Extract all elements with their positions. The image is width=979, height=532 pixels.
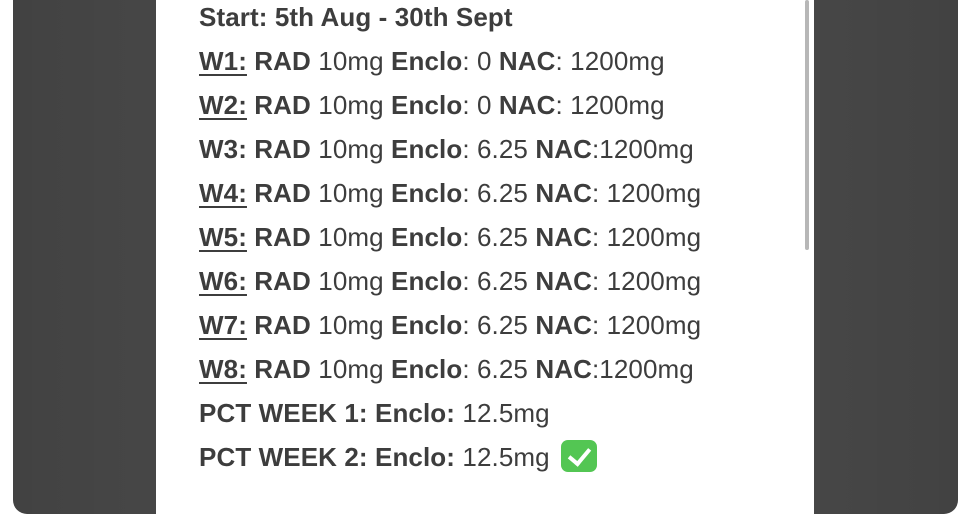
rad-label: RAD <box>254 178 311 208</box>
week-row-w6: W6: RAD 10mg Enclo: 6.25 NAC: 1200mg <box>199 259 799 303</box>
rad-label: RAD <box>254 266 311 296</box>
enclo-value: : 6.25 <box>462 354 536 384</box>
rad-label: RAD <box>254 354 311 384</box>
week-label: W3: <box>199 134 247 164</box>
nac-value: : 1200mg <box>555 46 665 76</box>
week-label: W5: <box>199 222 247 252</box>
enclo-label: Enclo <box>391 178 463 208</box>
nac-value: :1200mg <box>591 134 694 164</box>
modal-backdrop: Start: 5th Aug - 30th Sept W1: RAD 10mg … <box>13 0 958 514</box>
nac-label: NAC <box>498 46 556 76</box>
week-label: W1: <box>199 46 247 76</box>
enclo-value: 12.5mg <box>455 442 550 472</box>
enclo-label: Enclo <box>391 354 463 384</box>
nac-value: : 1200mg <box>591 178 702 208</box>
enclo-label: Enclo <box>391 134 463 164</box>
nac-value: :1200mg <box>591 354 694 384</box>
note-text: Start: 5th Aug - 30th Sept W1: RAD 10mg … <box>199 0 799 479</box>
enclo-label: Enclo <box>391 266 463 296</box>
week-label: W6: <box>199 266 247 296</box>
rad-value: 10mg <box>310 134 392 164</box>
enclo-label: Enclo <box>391 222 463 252</box>
rad-value: 10mg <box>310 90 392 120</box>
enclo-value: 12.5mg <box>455 398 550 428</box>
week-row-w2: W2: RAD 10mg Enclo: 0 NAC: 1200mg <box>199 83 799 127</box>
pct-label: PCT WEEK 2: <box>199 442 368 472</box>
pct-label: PCT WEEK 1: <box>199 398 368 428</box>
rad-value: 10mg <box>310 266 392 296</box>
rad-label: RAD <box>254 46 311 76</box>
enclo-value: : 0 <box>462 90 499 120</box>
enclo-value: : 6.25 <box>462 178 536 208</box>
rad-label: RAD <box>254 310 311 340</box>
nac-value: : 1200mg <box>555 90 665 120</box>
week-label: W2: <box>199 90 247 120</box>
enclo-label: Enclo: <box>375 442 456 472</box>
rad-value: 10mg <box>310 46 392 76</box>
nac-value: : 1200mg <box>591 266 702 296</box>
check-mark-button-icon <box>561 440 598 472</box>
enclo-value: : 0 <box>462 46 499 76</box>
nac-label: NAC <box>535 178 592 208</box>
week-row-w8: W8: RAD 10mg Enclo: 6.25 NAC:1200mg <box>199 347 799 391</box>
rad-label: RAD <box>254 90 311 120</box>
nac-value: : 1200mg <box>591 222 702 252</box>
rad-value: 10mg <box>310 310 392 340</box>
week-label: W4: <box>199 178 247 208</box>
week-label: W8: <box>199 354 247 384</box>
pct-week-1-row: PCT WEEK 1: Enclo: 12.5mg <box>199 391 799 435</box>
nac-label: NAC <box>535 354 592 384</box>
week-row-w7: W7: RAD 10mg Enclo: 6.25 NAC: 1200mg <box>199 303 799 347</box>
nac-value: : 1200mg <box>591 310 702 340</box>
note-panel: Start: 5th Aug - 30th Sept W1: RAD 10mg … <box>156 0 814 514</box>
week-row-w3: W3: RAD 10mg Enclo: 6.25 NAC:1200mg <box>199 127 799 171</box>
enclo-label: Enclo: <box>375 398 456 428</box>
rad-value: 10mg <box>310 222 392 252</box>
vertical-scrollbar[interactable] <box>805 0 809 250</box>
pct-week-2-row: PCT WEEK 2: Enclo: 12.5mg <box>199 435 799 479</box>
enclo-label: Enclo <box>391 46 463 76</box>
enclo-value: : 6.25 <box>462 222 536 252</box>
enclo-label: Enclo <box>391 90 463 120</box>
rad-label: RAD <box>254 222 311 252</box>
nac-label: NAC <box>535 134 592 164</box>
rad-value: 10mg <box>310 354 392 384</box>
schedule-title: Start: 5th Aug - 30th Sept <box>199 2 513 32</box>
rad-label: RAD <box>254 134 311 164</box>
week-row-w5: W5: RAD 10mg Enclo: 6.25 NAC: 1200mg <box>199 215 799 259</box>
enclo-value: : 6.25 <box>462 134 536 164</box>
enclo-label: Enclo <box>391 310 463 340</box>
nac-label: NAC <box>535 266 592 296</box>
nac-label: NAC <box>498 90 556 120</box>
rad-value: 10mg <box>310 178 392 208</box>
nac-label: NAC <box>535 222 592 252</box>
enclo-value: : 6.25 <box>462 266 536 296</box>
enclo-value: : 6.25 <box>462 310 536 340</box>
week-label: W7: <box>199 310 247 340</box>
week-row-w1: W1: RAD 10mg Enclo: 0 NAC: 1200mg <box>199 39 799 83</box>
nac-label: NAC <box>535 310 592 340</box>
week-row-w4: W4: RAD 10mg Enclo: 6.25 NAC: 1200mg <box>199 171 799 215</box>
